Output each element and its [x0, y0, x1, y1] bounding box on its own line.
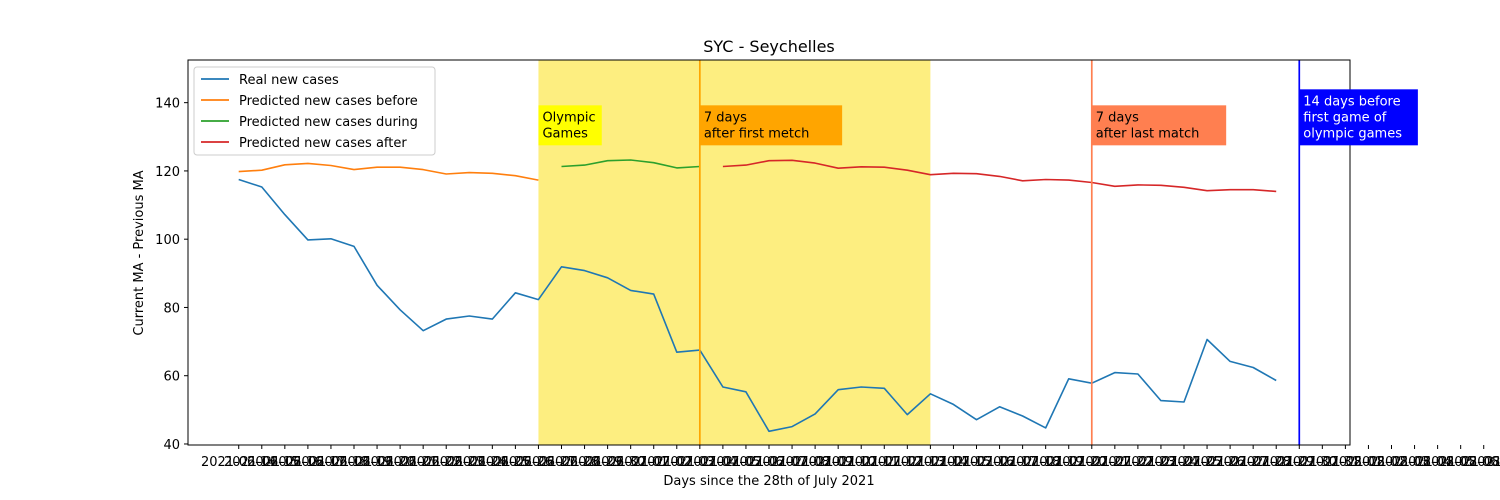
series-line-1 [238, 162, 539, 181]
y-axis-label: Current MA - Previous MA [132, 170, 147, 335]
annotation-text-2-0: 7 days [1096, 110, 1139, 125]
x-tick-label-39: 2021-07-23 [1100, 455, 1176, 470]
x-tick-label-46: 2021-07-30 [1261, 455, 1337, 470]
x-tick-label-27: 2021-07-11 [823, 455, 899, 470]
x-tick-label-23: 2021-07-07 [731, 455, 807, 470]
x-tick-label-37: 2021-07-21 [1054, 455, 1130, 470]
x-tick-label-26: 2021-07-10 [800, 455, 876, 470]
x-tick-label-12: 2021-06-26 [478, 455, 554, 470]
annotation-text-1-1: after first metch [704, 126, 810, 141]
series-line-2 [561, 159, 700, 169]
x-tick-label-1: 2021-06-15 [224, 455, 300, 470]
annotation-box-3 [1299, 89, 1418, 146]
x-tick-label-44: 2021-07-28 [1215, 455, 1291, 470]
y-tick-label-40: 40 [163, 438, 180, 453]
annotation-text-0-0: Olympic [542, 110, 595, 125]
x-tick-label-22: 2021-07-06 [708, 455, 784, 470]
x-tick-label-10: 2021-06-24 [431, 455, 507, 470]
x-tick-label-21: 2021-07-05 [685, 455, 761, 470]
series-line-0 [238, 178, 1277, 433]
x-tick-label-36: 2021-07-20 [1031, 455, 1107, 470]
x-axis-label: Days since the 28th of July 2021 [663, 474, 874, 489]
annotation-text-0-1: Games [542, 126, 588, 141]
x-tick-label-4: 2021-06-18 [293, 455, 369, 470]
legend-label-2: Predicted new cases during [239, 115, 418, 130]
x-tick-label-5: 2021-06-19 [316, 455, 392, 470]
y-tick-label-120: 120 [155, 165, 180, 180]
x-tick-label-42: 2021-07-26 [1169, 455, 1245, 470]
annotation-text-3-1: first game of [1303, 110, 1387, 125]
annotation-text-3-0: 14 days before [1303, 94, 1400, 109]
y-tick-label-60: 60 [163, 370, 180, 385]
x-tick-label-18: 2021-07-02 [616, 455, 692, 470]
annotation-text-3-2: olympic games [1303, 126, 1402, 141]
series-line-3 [722, 159, 1277, 193]
x-tick-label-43: 2021-07-27 [1192, 455, 1268, 470]
x-tick-label-34: 2021-07-18 [985, 455, 1061, 470]
x-tick-label-20: 2021-07-04 [662, 455, 738, 470]
x-tick-label-11: 2021-06-25 [455, 455, 531, 470]
x-tick-label-51: 2021-08-04 [1377, 455, 1453, 470]
legend-label-0: Real new cases [239, 73, 339, 88]
x-tick-label-48: 2021-08-01 [1308, 455, 1384, 470]
x-tick-label-45: 2021-07-29 [1238, 455, 1314, 470]
x-tick-label-40: 2021-07-24 [1123, 455, 1199, 470]
annotation-text-2-1: after last match [1096, 126, 1200, 141]
x-tick-label-25: 2021-07-09 [777, 455, 853, 470]
x-tick-label-55: 2021-08-08 [1469, 455, 1500, 470]
chart-title: SYC - Seychelles [703, 37, 835, 56]
x-tick-label-50: 2021-08-03 [1354, 455, 1430, 470]
x-tick-label-13: 2021-06-27 [501, 455, 577, 470]
legend-label-3: Predicted new cases after [239, 136, 407, 151]
y-tick-label-100: 100 [155, 233, 180, 248]
x-tick-label-53: 2021-08-06 [1423, 455, 1499, 470]
x-tick-label-17: 2021-07-01 [593, 455, 669, 470]
x-tick-label-33: 2021-07-17 [962, 455, 1038, 470]
legend-label-1: Predicted new cases before [239, 94, 418, 109]
x-tick-label-16: 2021-06-30 [570, 455, 646, 470]
x-tick-label-28: 2021-07-12 [846, 455, 922, 470]
x-tick-label-7: 2021-06-21 [362, 455, 438, 470]
annotation-box-0 [538, 105, 602, 146]
x-tick-label-19: 2021-07-03 [639, 455, 715, 470]
x-tick-label-32: 2021-07-16 [939, 455, 1015, 470]
x-tick-label-30: 2021-07-14 [893, 455, 969, 470]
x-tick-label-24: 2021-07-08 [754, 455, 830, 470]
x-tick-label-8: 2021-06-22 [385, 455, 461, 470]
legend-box [193, 66, 436, 156]
x-tick-label-9: 2021-06-23 [408, 455, 484, 470]
annotation-text-1-0: 7 days [704, 110, 747, 125]
x-tick-label-6: 2021-06-20 [339, 455, 415, 470]
annotation-box-1 [699, 105, 843, 146]
x-tick-label-29: 2021-07-13 [870, 455, 946, 470]
x-tick-label-35: 2021-07-19 [1008, 455, 1084, 470]
x-tick-label-38: 2021-07-22 [1077, 455, 1153, 470]
x-tick-label-0: 2021-06-14 [201, 455, 277, 470]
x-tick-label-3: 2021-06-17 [270, 455, 346, 470]
x-tick-label-52: 2021-08-05 [1400, 455, 1476, 470]
x-tick-label-54: 2021-08-07 [1446, 455, 1500, 470]
x-tick-label-31: 2021-07-15 [916, 455, 992, 470]
x-tick-label-49: 2021-08-02 [1331, 455, 1407, 470]
annotation-box-2 [1091, 105, 1227, 146]
y-tick-label-140: 140 [155, 97, 180, 112]
x-tick-label-41: 2021-07-25 [1146, 455, 1222, 470]
x-tick-label-15: 2021-06-29 [547, 455, 623, 470]
x-tick-label-47: 2021-07-31 [1285, 455, 1361, 470]
x-tick-label-2: 2021-06-16 [247, 455, 323, 470]
y-tick-label-80: 80 [163, 301, 180, 316]
x-tick-label-14: 2021-06-28 [524, 455, 600, 470]
